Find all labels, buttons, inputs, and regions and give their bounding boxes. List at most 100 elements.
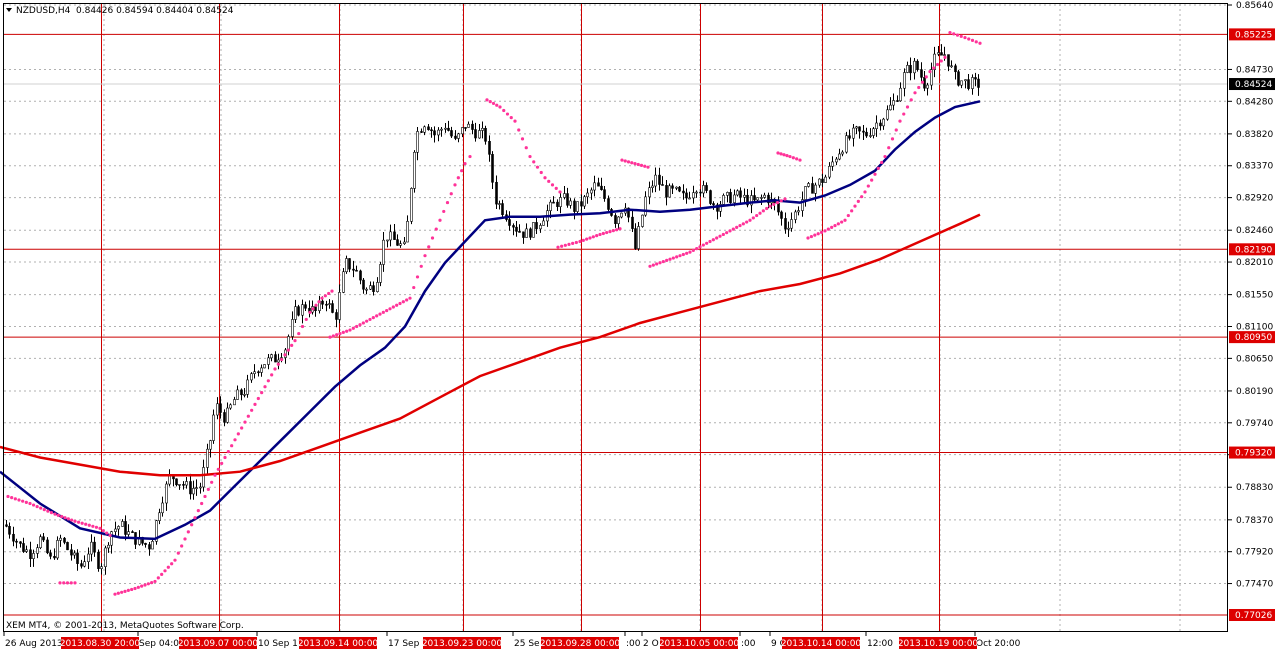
sar-dot: [430, 236, 435, 240]
candle-body: [202, 467, 205, 488]
sar-dot: [543, 176, 547, 180]
candle-body: [158, 512, 161, 521]
date-flag-label: 2013.09.23 00:00: [422, 639, 503, 649]
sar-dot: [935, 62, 940, 67]
sar-dot: [574, 240, 578, 245]
sar-dot: [591, 235, 595, 239]
sar-dot: [630, 161, 634, 165]
candle-body: [491, 154, 494, 183]
sar-dot: [39, 506, 43, 510]
candle-body: [437, 129, 440, 136]
candle-body: [464, 127, 467, 129]
sar-dot: [412, 285, 416, 290]
candle-body: [32, 553, 35, 559]
candle-body: [240, 389, 243, 396]
sar-dot: [266, 379, 270, 383]
sar-dot: [558, 190, 562, 194]
level-flag-label: 0.85225: [1235, 30, 1272, 40]
candle-body: [151, 541, 154, 550]
sar-dot: [626, 160, 631, 164]
sar-dot: [328, 335, 332, 339]
sar-dot: [186, 530, 190, 534]
date-flag: [899, 637, 977, 649]
y-tick-label: 0.81550: [1236, 291, 1273, 301]
sar-dot: [870, 178, 874, 182]
candle-body: [556, 201, 559, 207]
candle-body: [563, 193, 566, 198]
sar-dot: [453, 183, 457, 187]
sar-dot: [715, 236, 719, 240]
sar-dot: [206, 487, 210, 491]
candle-body: [743, 194, 746, 198]
candle-body: [243, 394, 246, 396]
sar-dot: [101, 529, 105, 533]
sar-dot: [35, 504, 39, 509]
candle-body: [930, 69, 933, 86]
sar-dot: [60, 514, 64, 519]
candle-body: [522, 231, 525, 238]
candle-body: [100, 566, 103, 569]
sar-dot: [932, 66, 936, 70]
sar-dot: [598, 232, 602, 237]
sar-dot: [290, 343, 294, 347]
candle-body: [671, 185, 674, 189]
sar-dot: [873, 172, 877, 176]
candle-body: [739, 190, 742, 198]
sar-dot: [648, 264, 652, 268]
candle-body: [199, 486, 202, 489]
candle-body: [661, 184, 664, 186]
candle-body: [722, 195, 725, 205]
candle-body: [729, 192, 732, 203]
candle-body: [576, 201, 579, 212]
candle-body: [539, 225, 542, 230]
candle-body: [450, 130, 453, 137]
candle-body: [501, 203, 504, 216]
candle-body: [226, 407, 229, 423]
candle-body: [19, 541, 22, 544]
sar-dot: [939, 59, 943, 63]
candle-body: [634, 228, 637, 249]
sar-dot: [348, 328, 352, 332]
sar-dot: [10, 496, 14, 500]
level-flag: [1229, 28, 1275, 41]
sar-dot: [381, 310, 385, 314]
sar-dot: [701, 243, 705, 247]
sar-dot: [6, 494, 10, 499]
sar-dot: [304, 317, 308, 322]
sar-dot: [633, 162, 637, 166]
candle-body: [433, 130, 436, 136]
menu-triangle-icon[interactable]: [6, 8, 12, 12]
candle-body: [590, 189, 593, 194]
sar-dot: [166, 565, 170, 569]
y-tick-label: 0.83820: [1236, 130, 1273, 140]
candle-body: [178, 484, 181, 486]
sar-dot: [571, 241, 575, 246]
sar-dot: [795, 157, 799, 161]
sar-dot: [798, 158, 802, 162]
candle-body: [886, 109, 889, 120]
sar-dot: [751, 216, 755, 220]
candle-body: [423, 126, 426, 133]
sar-dot: [853, 204, 857, 208]
sar-dot: [498, 105, 502, 109]
sar-dot: [948, 31, 952, 35]
candle-body: [39, 536, 42, 549]
sar-dot: [105, 531, 109, 535]
candle-body: [916, 60, 919, 70]
candle-body: [104, 547, 107, 567]
sar-dot: [488, 100, 492, 104]
candle-body: [542, 220, 545, 226]
sar-dot: [13, 497, 17, 501]
sar-dot: [735, 225, 739, 229]
sar-dot: [276, 362, 280, 366]
candle-body: [705, 185, 708, 191]
candle-body: [165, 483, 168, 504]
candle-body: [692, 192, 695, 199]
candle-body: [784, 218, 787, 230]
candle-body: [219, 403, 222, 413]
date-flag-label: 2013.09.28 00:00: [540, 639, 621, 649]
sar-dot: [880, 160, 884, 165]
candle-body: [76, 552, 79, 564]
